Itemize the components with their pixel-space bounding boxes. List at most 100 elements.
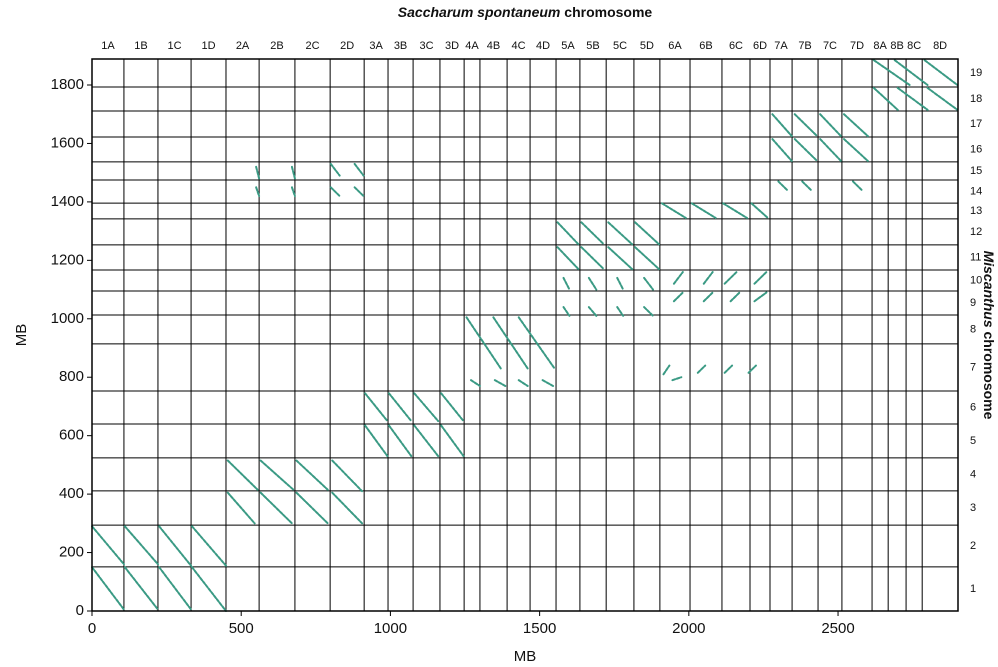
- synteny-segment: [747, 364, 757, 374]
- top-category-label: 2B: [270, 40, 283, 52]
- synteny-segment: [295, 459, 329, 491]
- right-category-label: 15: [970, 165, 982, 177]
- top-category-label: 5C: [613, 40, 627, 52]
- synteny-segment: [793, 113, 819, 138]
- y-tick-label: 400: [59, 485, 84, 502]
- synteny-segment: [123, 525, 159, 566]
- right-title-italic: Miscanthus: [981, 251, 997, 328]
- y-tick-label: 1400: [51, 193, 84, 210]
- synteny-segment: [387, 392, 413, 423]
- synteny-segment: [517, 379, 529, 387]
- right-category-label: 14: [970, 185, 982, 197]
- synteny-segment: [255, 186, 261, 198]
- top-category-label: 1C: [167, 40, 181, 52]
- synteny-segment: [777, 180, 789, 192]
- synteny-segment: [295, 491, 329, 525]
- top-category-label: 6D: [753, 40, 767, 52]
- y-tick-label: 0: [76, 602, 84, 619]
- top-category-label: 2C: [305, 40, 319, 52]
- y-tick-label: 1000: [51, 310, 84, 327]
- top-category-label: 4D: [536, 40, 550, 52]
- right-category-label: 9: [970, 297, 976, 309]
- synteny-segment: [353, 186, 365, 198]
- synteny-segment: [158, 566, 193, 611]
- right-category-label: 1: [970, 583, 976, 595]
- synteny-segment: [290, 165, 296, 180]
- y-tick-label: 200: [59, 544, 84, 561]
- synteny-segment: [872, 59, 911, 87]
- synteny-segment: [923, 59, 959, 87]
- synteny-segment: [413, 392, 440, 423]
- synteny-segment: [723, 364, 734, 374]
- synteny-segment: [440, 392, 465, 423]
- top-category-label: 4A: [465, 40, 479, 52]
- synteny-segment: [580, 221, 605, 246]
- synteny-segment: [562, 306, 571, 317]
- synteny-segment: [190, 525, 227, 567]
- synteny-segment: [190, 566, 227, 612]
- right-category-label: 7: [970, 361, 976, 373]
- synteny-segment: [750, 202, 769, 219]
- synteny-segment: [353, 162, 365, 177]
- synteny-segment: [255, 165, 261, 180]
- synteny-segment: [364, 424, 389, 458]
- synteny-segment: [587, 276, 598, 291]
- top-category-label: 4C: [512, 40, 526, 52]
- top-category-label: 6B: [699, 40, 712, 52]
- right-category-label: 4: [970, 468, 976, 480]
- synteny-segment: [541, 379, 555, 387]
- x-tick-label: 2000: [672, 620, 705, 637]
- top-category-label: 3B: [394, 40, 407, 52]
- synteny-segment: [672, 271, 684, 285]
- x-tick-label: 2500: [821, 620, 854, 637]
- synteny-segment: [556, 221, 580, 246]
- synteny-segment: [723, 271, 738, 285]
- synteny-segment: [607, 221, 634, 246]
- synteny-segment: [91, 525, 125, 566]
- right-category-label: 17: [970, 118, 982, 130]
- synteny-segment: [643, 276, 655, 291]
- top-category-label: 1B: [134, 40, 147, 52]
- synteny-segment: [819, 113, 843, 138]
- synteny-segment: [158, 525, 193, 567]
- synteny-segment: [364, 392, 389, 423]
- synteny-segment: [702, 271, 714, 285]
- synteny-segment: [440, 424, 465, 458]
- right-category-label: 16: [970, 143, 982, 155]
- top-category-label: 3A: [369, 40, 383, 52]
- right-title: Miscanthus chromosome: [981, 251, 997, 420]
- synteny-segment: [926, 86, 959, 111]
- right-title-rest: chromosome: [981, 331, 997, 419]
- x-tick-label: 1500: [523, 620, 556, 637]
- top-category-label: 5B: [586, 40, 599, 52]
- synteny-segment: [753, 291, 768, 303]
- synteny-segment: [662, 364, 671, 376]
- synteny-segment: [722, 202, 749, 219]
- synteny-segment: [331, 459, 364, 493]
- synteny-segment: [672, 291, 684, 303]
- synteny-segment: [616, 306, 625, 317]
- synteny-segment: [387, 424, 413, 458]
- synteny-segment: [634, 246, 660, 271]
- top-category-label: 1A: [101, 40, 115, 52]
- synteny-segment: [331, 491, 364, 525]
- synteny-segment: [616, 276, 625, 291]
- y-tick-label: 800: [59, 368, 84, 385]
- y-tick-label: 1600: [51, 134, 84, 151]
- synteny-segment: [517, 316, 556, 370]
- synteny-segment: [690, 202, 717, 219]
- title-rest: chromosome: [564, 4, 652, 20]
- synteny-segment: [771, 138, 793, 162]
- top-category-label: 4B: [487, 40, 500, 52]
- x-tick-label: 1000: [374, 620, 407, 637]
- synteny-segment: [634, 221, 660, 246]
- top-category-label: 7B: [798, 40, 811, 52]
- right-category-label: 13: [970, 205, 982, 217]
- synteny-segment: [819, 138, 843, 162]
- synteny-segment: [562, 276, 571, 291]
- right-category-label: 12: [970, 226, 982, 238]
- right-category-label: 19: [970, 67, 982, 79]
- top-category-label: 8A: [873, 40, 887, 52]
- synteny-segment: [843, 138, 869, 162]
- synteny-segment: [413, 424, 440, 458]
